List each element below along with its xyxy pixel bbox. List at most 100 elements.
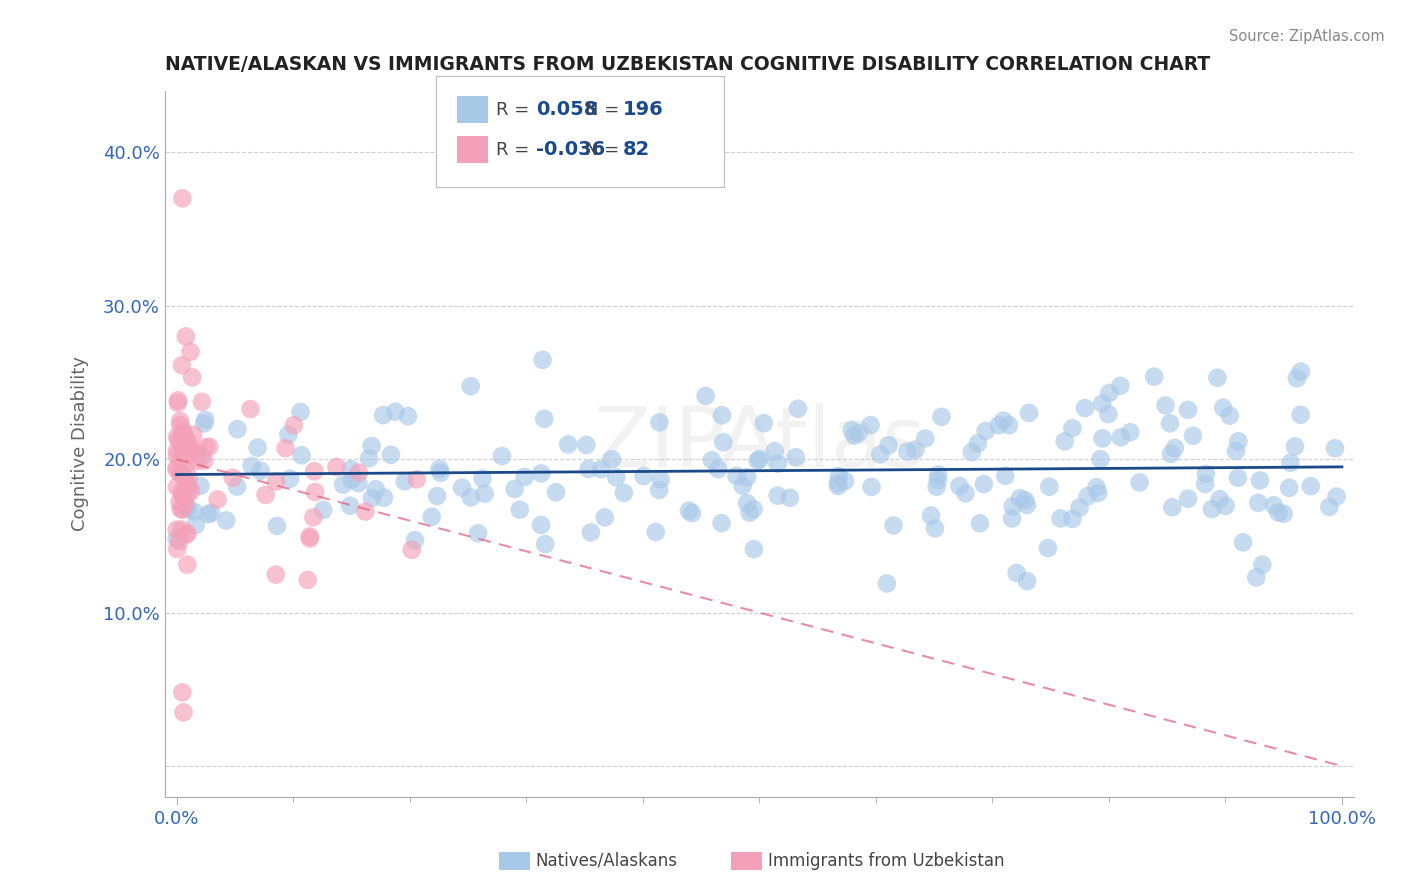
- Point: [405, 472, 427, 486]
- Text: N =: N =: [585, 141, 624, 159]
- Point: [172, 427, 194, 442]
- Point: [1098, 386, 1121, 401]
- Point: [1247, 496, 1270, 510]
- Point: [924, 521, 946, 535]
- Point: [170, 427, 193, 442]
- Point: [578, 462, 600, 476]
- Point: [277, 427, 299, 442]
- Point: [170, 359, 193, 373]
- Point: [1285, 371, 1308, 385]
- Point: [221, 471, 243, 485]
- Point: [927, 473, 949, 487]
- Point: [264, 567, 287, 582]
- Point: [169, 495, 191, 509]
- Point: [848, 425, 870, 440]
- Point: [1284, 439, 1306, 453]
- Point: [920, 508, 942, 523]
- Point: [503, 482, 526, 496]
- Point: [1091, 396, 1114, 410]
- Point: [711, 435, 734, 450]
- Point: [169, 418, 191, 433]
- Point: [290, 405, 312, 419]
- Text: NATIVE/ALASKAN VS IMMIGRANTS FROM UZBEKISTAN COGNITIVE DISABILITY CORRELATION CH: NATIVE/ALASKAN VS IMMIGRANTS FROM UZBEKI…: [165, 55, 1211, 74]
- Point: [1001, 500, 1024, 514]
- Point: [1251, 558, 1274, 572]
- Point: [925, 480, 948, 494]
- Point: [1161, 500, 1184, 515]
- Point: [394, 475, 416, 489]
- Point: [298, 529, 321, 543]
- Point: [332, 477, 354, 491]
- Point: [605, 470, 627, 484]
- Point: [166, 480, 188, 494]
- Point: [1085, 480, 1108, 494]
- Point: [1246, 570, 1268, 584]
- Point: [177, 437, 200, 451]
- Point: [1279, 456, 1302, 470]
- Point: [1049, 511, 1071, 525]
- Point: [544, 485, 567, 500]
- Point: [174, 496, 197, 510]
- Point: [166, 532, 188, 546]
- Point: [1109, 430, 1132, 444]
- Text: 196: 196: [623, 100, 664, 120]
- Point: [960, 445, 983, 459]
- Point: [467, 526, 489, 541]
- Point: [174, 431, 197, 445]
- Point: [169, 534, 191, 549]
- Point: [177, 444, 200, 458]
- Point: [176, 500, 198, 515]
- Point: [1299, 479, 1322, 493]
- Point: [844, 428, 866, 442]
- Point: [974, 424, 997, 438]
- Point: [170, 523, 193, 537]
- Point: [1326, 490, 1348, 504]
- Point: [181, 370, 204, 384]
- Point: [534, 537, 557, 551]
- Point: [167, 433, 190, 447]
- Point: [264, 475, 287, 489]
- Point: [174, 527, 197, 541]
- Point: [426, 489, 449, 503]
- Point: [1087, 486, 1109, 500]
- Point: [325, 460, 347, 475]
- Point: [166, 449, 188, 463]
- Point: [169, 467, 191, 481]
- Point: [298, 532, 321, 546]
- Point: [738, 506, 761, 520]
- Point: [176, 488, 198, 502]
- Point: [1194, 477, 1216, 491]
- Point: [404, 533, 426, 548]
- Point: [471, 471, 494, 485]
- Point: [373, 408, 395, 422]
- Point: [896, 444, 918, 458]
- Point: [373, 491, 395, 505]
- Point: [249, 464, 271, 478]
- Point: [1038, 480, 1060, 494]
- Point: [1212, 401, 1234, 415]
- Text: N =: N =: [585, 101, 624, 119]
- Point: [170, 487, 193, 501]
- Point: [254, 488, 277, 502]
- Point: [198, 440, 221, 454]
- Point: [1267, 506, 1289, 520]
- Point: [278, 472, 301, 486]
- Point: [226, 479, 249, 493]
- Point: [557, 437, 579, 451]
- Point: [274, 441, 297, 455]
- Point: [1001, 511, 1024, 525]
- Point: [600, 452, 623, 467]
- Point: [834, 474, 856, 488]
- Point: [766, 489, 789, 503]
- Point: [1215, 499, 1237, 513]
- Point: [1272, 507, 1295, 521]
- Point: [384, 405, 406, 419]
- Point: [194, 413, 217, 427]
- Point: [172, 685, 194, 699]
- Point: [169, 502, 191, 516]
- Point: [200, 506, 222, 520]
- Point: [186, 454, 208, 468]
- Point: [763, 444, 786, 458]
- Point: [177, 470, 200, 484]
- Point: [169, 414, 191, 428]
